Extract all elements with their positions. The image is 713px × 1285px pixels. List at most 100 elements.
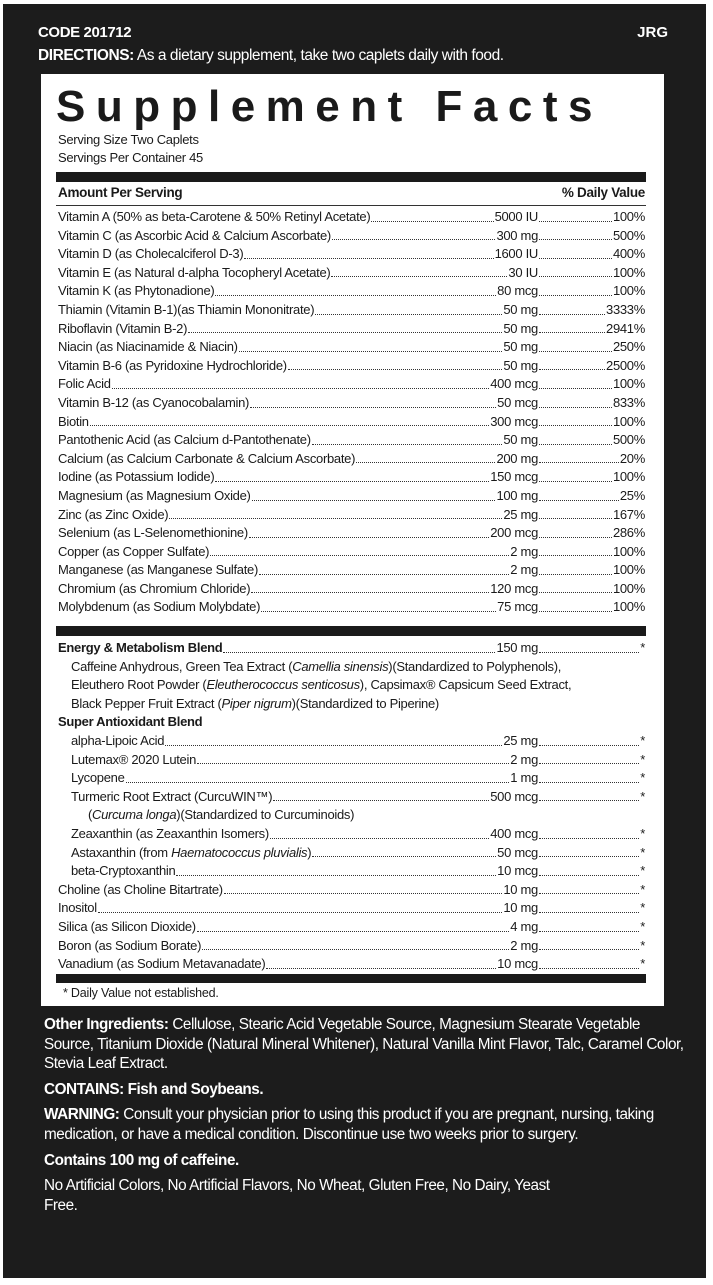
nutrient-row: Boron (as Sodium Borate) 2 mg * <box>58 937 645 956</box>
nutrient-amount: 5000 IU <box>494 209 539 224</box>
dot-leader <box>539 769 640 783</box>
nutrient-name: Vitamin A (50% as beta-Carotene & 50% Re… <box>58 209 371 224</box>
dot-leader <box>539 732 640 746</box>
thin-divider <box>56 205 646 206</box>
label-mark: JRG <box>637 24 668 41</box>
nutrient-dv-cell: 250% <box>538 338 645 357</box>
dot-leader <box>539 320 606 334</box>
dot-leader <box>539 375 612 389</box>
daily-value: 25% <box>619 487 645 503</box>
nutrient-amount: 300 mcg <box>490 413 538 429</box>
dot-leader <box>539 338 612 352</box>
daily-value: 100% <box>612 580 645 596</box>
text-segment: )(Standardized to Piperine) <box>291 695 440 711</box>
text-segment: Eleuthero Root Powder ( <box>71 677 207 693</box>
directions-text: As a dietary supplement, take two caplet… <box>136 47 504 64</box>
dot-leader <box>539 918 640 932</box>
dot-leader <box>539 561 612 575</box>
text-segment: )(Standardized to Curcuminoids) <box>176 807 355 823</box>
nutrient-dv-cell: 100% <box>538 375 645 394</box>
nutrient-left: Lutemax® 2020 Lutein 2 mg <box>71 751 538 770</box>
nutrient-left: Vitamin E (as Natural d-alpha Tocopheryl… <box>58 264 538 283</box>
nutrient-amount: 2 mg <box>510 751 538 767</box>
daily-value: * <box>640 732 645 748</box>
blend-list: Energy & Metabolism Blend 150 mg * Caffeine… <box>58 639 645 974</box>
thick-divider <box>56 626 646 636</box>
nutrient-amount: 120 mcg <box>490 580 538 596</box>
nutrient-amount: 50 mcg <box>497 394 538 410</box>
text-segment: Piper nigrum <box>221 695 292 711</box>
nutrient-left: Calcium (as Calcium Carbonate & Calcium … <box>58 450 538 469</box>
nutrient-name: Boron (as Sodium Borate) <box>58 937 202 953</box>
nutrient-amount: 25 mg <box>503 732 538 748</box>
blend-description-line: Black Pepper Fruit Extract (Piper nigrum… <box>58 695 645 714</box>
dot-leader <box>356 450 496 464</box>
nutrient-name: Biotin <box>58 413 89 429</box>
nutrient-left: Copper (as Copper Sulfate) 2 mg <box>58 543 538 562</box>
dot-leader <box>539 899 640 913</box>
nutrient-dv-cell: 500% <box>538 431 645 450</box>
nutrient-row: Lycopene 1 mg * <box>58 769 645 788</box>
nutrient-row: Vitamin D (as Cholecalciferol D-3) 1600 I… <box>58 245 645 264</box>
dot-leader <box>261 598 497 613</box>
nutrient-amount: 50 mg <box>503 320 538 336</box>
dot-leader <box>251 580 490 594</box>
daily-value: * <box>640 844 645 860</box>
other-ingredients-label: Other Ingredients: <box>44 1016 169 1033</box>
nutrient-dv-cell: 100% <box>538 598 645 617</box>
ingredient-note: (Curcuma longa)(Standardized to Curcumin… <box>58 806 645 825</box>
allergen-statement: CONTAINS: Fish and Soybeans. <box>44 1080 684 1100</box>
nutrient-dv-cell: * <box>538 881 645 900</box>
caffeine-text: Contains 100 mg of caffeine. <box>44 1151 239 1169</box>
text-segment: Black Pepper Fruit Extract ( <box>71 695 222 711</box>
nutrient-row: Vitamin E (as Natural d-alpha Tocopheryl… <box>58 264 645 283</box>
nutrient-left: Boron (as Sodium Borate) 2 mg <box>58 937 538 956</box>
nutrient-dv-cell: 2500% <box>538 357 645 376</box>
nutrient-left: Pantothenic Acid (as Calcium d-Pantothen… <box>58 431 538 450</box>
dot-leader <box>223 881 503 895</box>
nutrient-list: Vitamin A (50% as beta-Carotene & 50% Re… <box>58 208 645 617</box>
nutrient-amount: 500 mcg <box>490 788 538 804</box>
nutrient-left: Zeaxanthin (as Zeaxanthin Isomers) 400 mc… <box>71 825 538 844</box>
nutrient-amount: 2 mg <box>510 562 538 578</box>
nutrient-dv-cell: * <box>538 825 645 844</box>
dot-leader <box>539 450 619 464</box>
dot-leader <box>311 431 503 445</box>
nutrient-row: Vitamin B-6 (as Pyridoxine Hydrochloride… <box>58 357 645 376</box>
nutrient-left: Vitamin A (50% as beta-Carotene & 50% Re… <box>58 208 538 227</box>
nutrient-dv-cell: * <box>538 788 645 807</box>
nutrient-row: Vitamin B-12 (as Cyanocobalamin) 50 mcg 83… <box>58 394 645 413</box>
servings-per-container: Servings Per Container 45 <box>58 150 203 165</box>
nutrient-name: Inositol <box>58 900 97 916</box>
nutrient-dv-cell: 833% <box>538 394 645 413</box>
dot-leader <box>539 937 640 951</box>
column-header: Amount Per Serving % Daily Value <box>58 185 645 200</box>
nutrient-row: Pantothenic Acid (as Calcium d-Pantothen… <box>58 431 645 450</box>
nutrient-left: Manganese (as Manganese Sulfate) 2 mg <box>58 561 538 580</box>
daily-value: 100% <box>612 264 645 280</box>
text-segment: Curcuma longa <box>92 807 177 823</box>
daily-value: 100% <box>612 413 645 429</box>
dot-leader <box>539 227 612 241</box>
text-segment: ) <box>307 844 312 860</box>
daily-value: * <box>640 770 645 786</box>
nutrient-dv-cell: * <box>538 751 645 770</box>
nutrient-dv-cell: 100% <box>538 468 645 487</box>
nutrient-name: Energy & Metabolism Blend <box>58 640 223 655</box>
nutrient-name: Vitamin B-12 (as Cyanocobalamin) <box>58 394 250 410</box>
nutrient-row: Magnesium (as Magnesium Oxide) 100 mg 25% <box>58 487 645 506</box>
daily-value: * <box>640 881 645 897</box>
nutrient-name: Choline (as Choline Bitartrate) <box>58 881 223 897</box>
daily-value: 2941% <box>606 320 645 336</box>
nutrient-row: Copper (as Copper Sulfate) 2 mg 100% <box>58 543 645 562</box>
nutrient-name: Copper (as Copper Sulfate) <box>58 543 210 559</box>
dot-leader <box>539 282 612 296</box>
daily-value: * <box>640 751 645 767</box>
nutrient-name: Zinc (as Zinc Oxide) <box>58 506 169 522</box>
dot-leader <box>258 561 510 575</box>
nutrient-row: Selenium (as L-Selenomethionine) 200 mcg 2… <box>58 524 645 543</box>
nutrient-left: Choline (as Choline Bitartrate) 10 mg <box>58 881 538 900</box>
nutrient-left: beta-Cryptoxanthin 10 mcg <box>71 862 538 881</box>
dot-leader <box>273 788 490 802</box>
nutrient-amount: 400 mcg <box>490 825 538 841</box>
